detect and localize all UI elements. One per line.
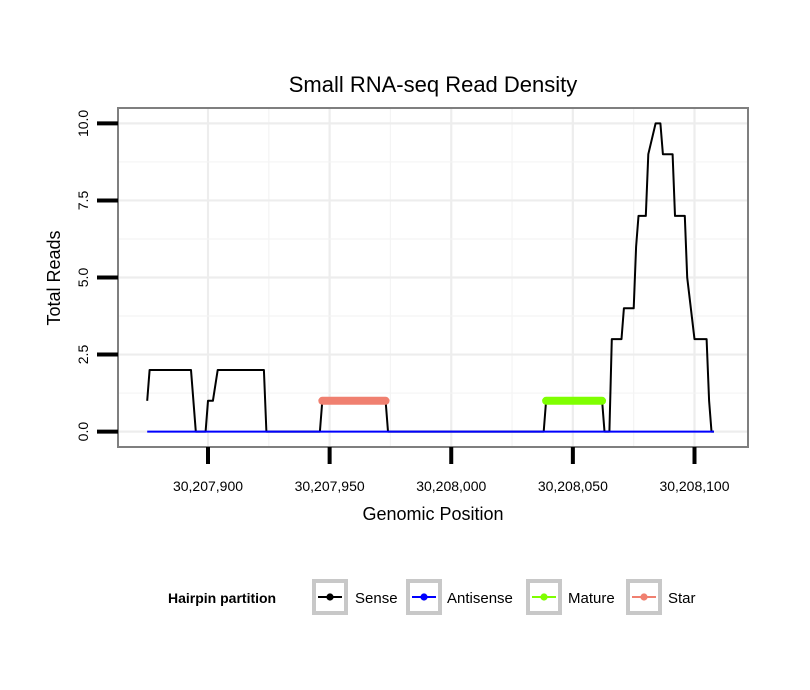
x-tick-label: 30,207,950 <box>295 478 365 494</box>
chart-title: Small RNA-seq Read Density <box>289 72 578 97</box>
y-tick-label: 7.5 <box>75 191 91 211</box>
y-tick-label: 0.0 <box>75 422 91 442</box>
series-line-sense <box>146 122 714 433</box>
x-tick-label: 30,207,900 <box>173 478 243 494</box>
y-tick-label: 10.0 <box>75 110 91 137</box>
legend-swatch-point-mature <box>540 593 548 601</box>
legend-title: Hairpin partition <box>168 590 276 606</box>
legend-label-mature: Mature <box>568 590 615 607</box>
y-axis-title: Total Reads <box>44 230 64 325</box>
legend-label-antisense: Antisense <box>447 590 513 607</box>
plot-area: 30,207,900 30,207,950 30,208,000 30,208,050… <box>75 107 749 494</box>
x-tick-label: 30,208,100 <box>659 478 729 494</box>
legend-label-sense: Sense <box>355 590 398 607</box>
x-tick-label: 30,208,050 <box>538 478 608 494</box>
y-tick-label: 2.5 <box>75 345 91 365</box>
x-axis-title: Genomic Position <box>362 504 503 524</box>
legend-swatch-point-star <box>640 593 648 601</box>
legend-swatch-point-antisense <box>420 593 428 601</box>
legend-swatch-point-sense <box>326 593 334 601</box>
x-tick-label: 30,208,000 <box>416 478 486 494</box>
legend: Hairpin partition Sense Antisense Mature Sta… <box>168 579 696 615</box>
y-tick-label: 5.0 <box>75 268 91 288</box>
legend-label-star: Star <box>668 590 696 607</box>
